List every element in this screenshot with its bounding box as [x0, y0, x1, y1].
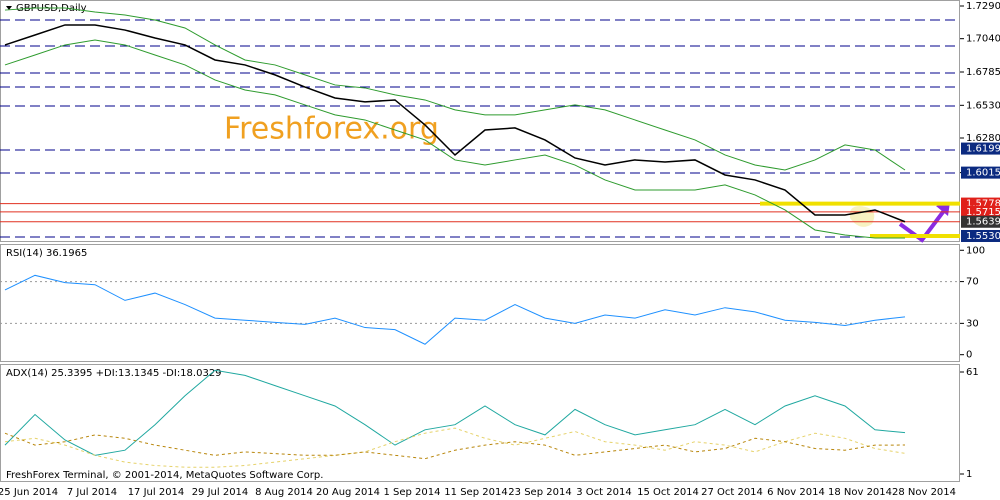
- price-tag: [961, 205, 1000, 218]
- chart-title: GBPUSD,Daily: [16, 3, 87, 14]
- y-tick-label: 100: [966, 245, 985, 256]
- y-tick-label: 1.7290: [966, 1, 1000, 12]
- x-tick-label: 18 Nov 2014: [828, 487, 892, 498]
- x-tick-label: 1 Sep 2014: [383, 487, 440, 498]
- series-line: [4, 24, 906, 223]
- price-tag-label: 1.5778: [966, 199, 1000, 210]
- y-tick-label: 1.7040: [966, 34, 1000, 45]
- x-tick-label: 27 Oct 2014: [701, 487, 763, 498]
- price-tag: [961, 229, 1000, 242]
- y-tick-label: 1.6785: [966, 67, 1000, 78]
- watermark: Freshforex.org: [224, 112, 439, 147]
- price-tag: [961, 215, 1000, 228]
- y-tick-label: 1.6530: [966, 100, 1000, 111]
- y-tick-label: 0: [966, 350, 972, 361]
- price-tag-label: 1.6199: [966, 144, 1000, 155]
- x-tick-label: 8 Aug 2014: [255, 487, 313, 498]
- price-panel: [0, 0, 960, 242]
- menu-icon: [6, 6, 12, 10]
- series-line: [4, 369, 906, 456]
- adx-title: ADX(14) 25.3395 +DI:13.1345 -DI:18.0329: [6, 368, 222, 379]
- x-tick-label: 29 Jul 2014: [192, 487, 249, 498]
- x-tick-label: 6 Nov 2014: [767, 487, 825, 498]
- y-tick-label: 30: [966, 318, 979, 329]
- rsi-title: RSI(14) 36.1965: [6, 248, 87, 259]
- y-tick-label: 70: [966, 277, 979, 288]
- x-tick-label: 23 Sep 2014: [508, 487, 571, 498]
- price-tag-label: 1.6015: [966, 168, 1000, 179]
- series-line: [4, 39, 905, 239]
- series-line: [4, 432, 906, 460]
- series-line: [4, 7, 906, 171]
- price-tag-label: 1.5530: [966, 231, 1000, 242]
- rsi-panel: [0, 244, 960, 362]
- x-tick-label: 7 Jul 2014: [67, 487, 117, 498]
- x-tick-label: 20 Aug 2014: [316, 487, 380, 498]
- y-tick-label: 1.6280: [966, 133, 1000, 144]
- forecast-arrow: [898, 206, 948, 243]
- x-tick-label: 3 Oct 2014: [576, 487, 631, 498]
- x-tick-label: 17 Jul 2014: [128, 487, 185, 498]
- x-tick-label: 28 Nov 2014: [892, 487, 956, 498]
- price-tag: [961, 166, 1000, 179]
- series-line: [4, 274, 906, 345]
- y-tick-label: 1: [966, 469, 972, 480]
- adx-panel: [0, 364, 960, 482]
- price-tag-label: 1.5639: [966, 217, 1000, 228]
- y-tick-label: 61: [966, 367, 979, 378]
- price-tag: [961, 142, 1000, 155]
- series-line: [4, 427, 906, 468]
- x-tick-label: 11 Sep 2014: [444, 487, 507, 498]
- footer: FreshForex Terminal, © 2001-2014, MetaQu…: [6, 470, 323, 481]
- x-tick-label: 25 Jun 2014: [0, 487, 58, 498]
- x-tick-label: 15 Oct 2014: [637, 487, 699, 498]
- price-tag-label: 1.5715: [966, 207, 1000, 218]
